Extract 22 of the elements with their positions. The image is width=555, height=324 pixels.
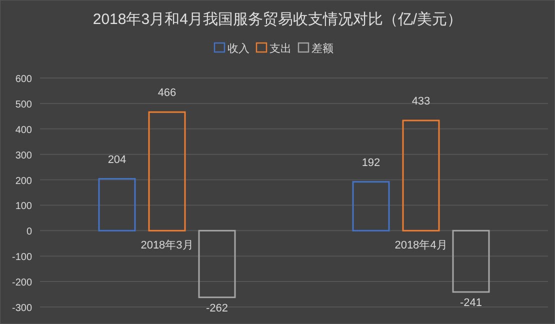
- y-tick-label: 500: [15, 99, 32, 110]
- y-tick-label: 600: [15, 74, 32, 85]
- y-tick-label: -300: [12, 303, 32, 314]
- y-tick-label: 300: [15, 150, 32, 162]
- y-tick-label: 100: [15, 201, 32, 212]
- data-label: 433: [412, 95, 430, 108]
- x-tick-label: 2018年4月: [394, 240, 448, 252]
- y-tick-label: -100: [12, 252, 32, 264]
- legend-label: 支出: [270, 42, 292, 55]
- chart-title: 2018年3月和4月我国服务贸易收支情况对比（亿/美元）: [92, 11, 462, 28]
- data-label: 204: [108, 154, 126, 166]
- data-label: -241: [460, 296, 482, 309]
- legend-label: 收入: [228, 42, 250, 55]
- data-label: -262: [206, 302, 228, 314]
- y-tick-label: 0: [26, 226, 32, 238]
- y-tick-label: 200: [15, 176, 32, 187]
- data-label: 466: [158, 87, 176, 100]
- y-tick-label: 400: [15, 124, 32, 136]
- x-tick-label: 2018年3月: [140, 240, 194, 252]
- legend-label: 差额: [312, 42, 334, 55]
- y-tick-label: -200: [12, 278, 32, 289]
- data-label: 192: [362, 156, 380, 169]
